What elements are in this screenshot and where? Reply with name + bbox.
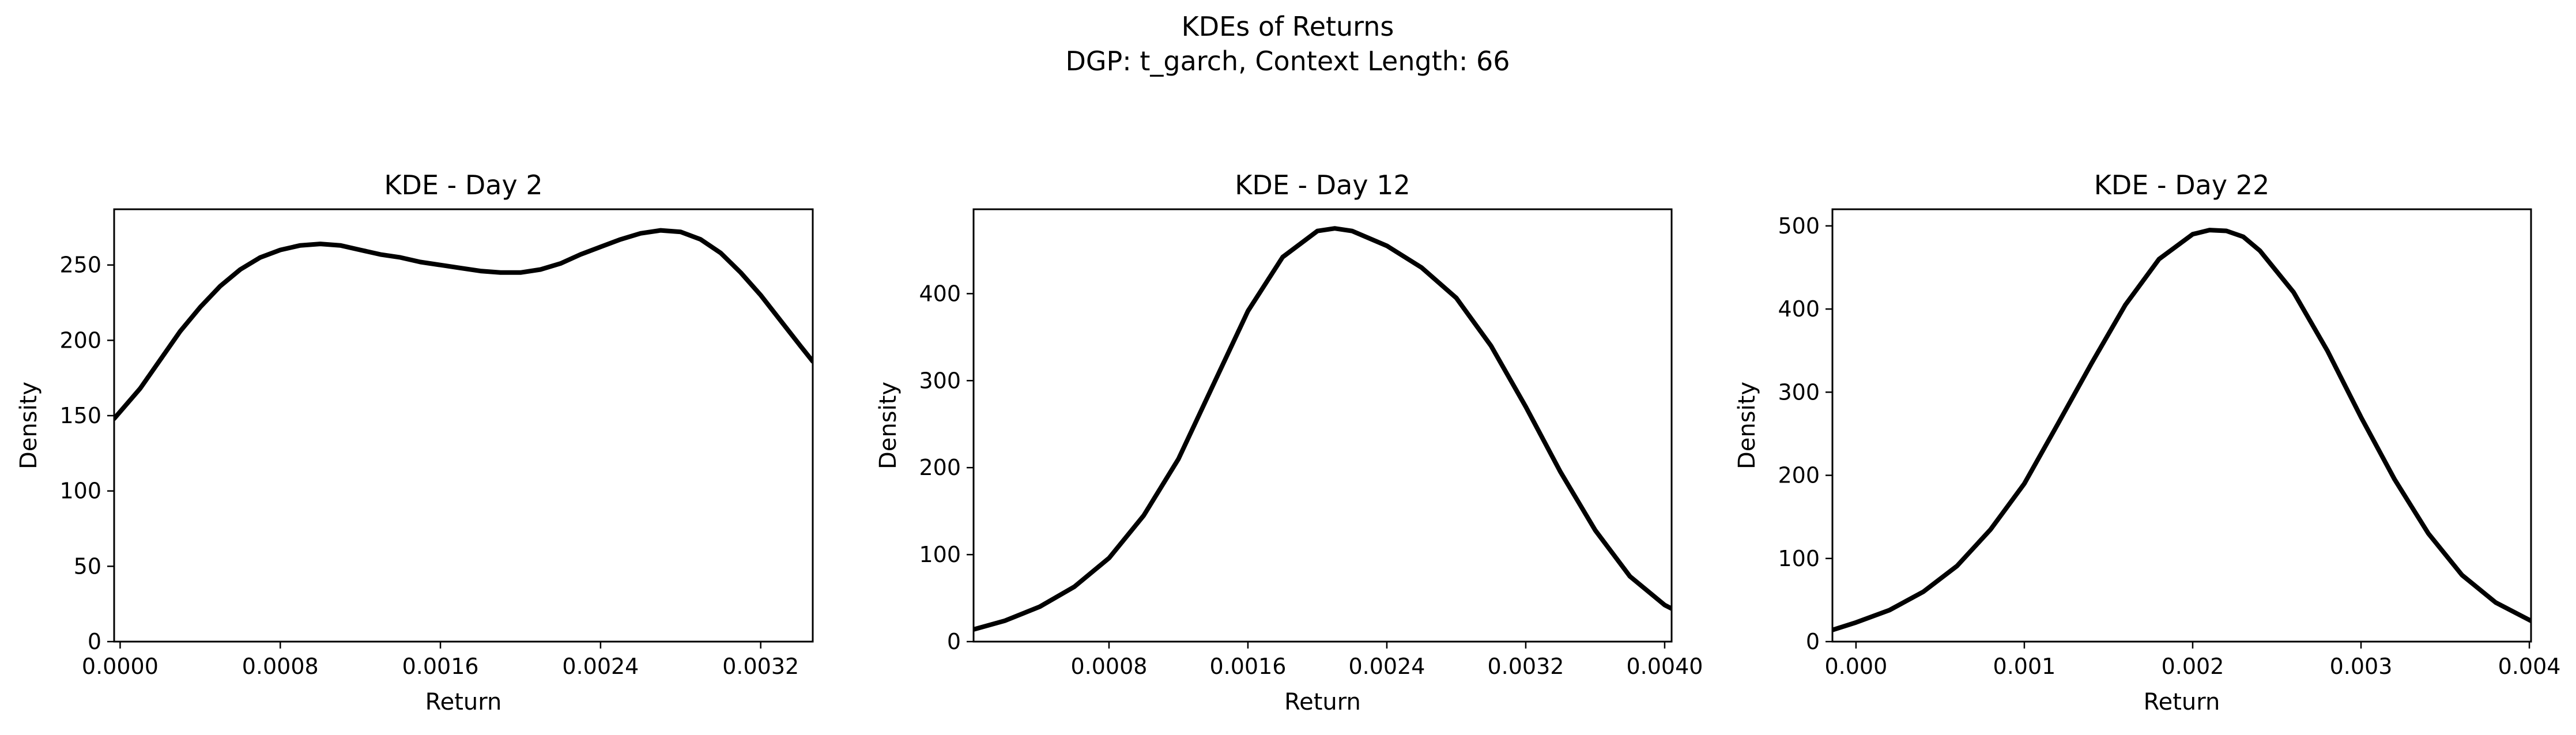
x-tick-label-day-2: 0.0024 (562, 654, 639, 679)
x-tick-label-day-12: 0.0016 (1209, 654, 1286, 679)
subplot-day-2: KDE - Day 2 0.0000 0.0008 0.0016 0.0024 0.003… (16, 169, 814, 715)
y-tick-label-day-12: 200 (919, 455, 961, 480)
y-tick-label-day-12: 100 (919, 542, 961, 567)
y-tick-label-day-12: 0 (947, 629, 961, 654)
kde-line-day-22 (1832, 228, 2531, 632)
x-tick-label-day-12: 0.0032 (1487, 654, 1564, 679)
plot-frame-day-22 (1831, 208, 2532, 643)
figure-title: KDEs of Returns (1182, 11, 1394, 42)
plot-frame-day-12 (972, 208, 1673, 643)
y-tick-label-day-22: 100 (1778, 546, 1820, 571)
x-tick-label-day-2: 0.0032 (722, 654, 799, 679)
subplot-title-day-2: KDE - Day 2 (384, 169, 542, 201)
subplot-title-day-22: KDE - Day 22 (2094, 169, 2269, 201)
y-tick-label-day-2: 250 (59, 252, 101, 278)
x-axis-label-day-2: Return (425, 689, 502, 715)
x-tick-label-day-2: 0.0000 (82, 654, 159, 679)
subplot-day-12: KDE - Day 12 0.0008 0.0016 0.0024 0.0032 0.00… (875, 169, 1703, 715)
plot-frame-day-2 (113, 208, 814, 643)
x-tick-label-day-12: 0.0008 (1070, 654, 1147, 679)
x-tick-label-day-22: 0.000 (1824, 654, 1887, 679)
y-tick-label-day-2: 0 (88, 629, 101, 654)
x-tick-label-day-2: 0.0016 (402, 654, 479, 679)
y-axis-label-day-22: Density (1734, 382, 1760, 469)
y-tick-label-day-2: 100 (59, 478, 101, 504)
y-tick-label-day-22: 500 (1778, 213, 1820, 239)
x-tick-label-day-12: 0.0040 (1626, 654, 1703, 679)
x-tick-label-day-12: 0.0024 (1348, 654, 1425, 679)
y-tick-label-day-2: 200 (59, 327, 101, 353)
figure-subtitle: DGP: t_garch, Context Length: 66 (1065, 46, 1510, 77)
x-tick-label-day-22: 0.004 (2498, 654, 2561, 679)
kde-line-day-12 (974, 226, 1672, 632)
x-tick-label-day-22: 0.001 (1993, 654, 2056, 679)
y-tick-label-day-22: 0 (1806, 629, 1820, 654)
x-tick-label-day-22: 0.002 (2162, 654, 2224, 679)
x-axis-label-day-22: Return (2144, 689, 2220, 715)
y-tick-label-day-12: 300 (919, 368, 961, 393)
x-tick-label-day-22: 0.003 (2330, 654, 2393, 679)
x-axis-label-day-12: Return (1284, 689, 1361, 715)
y-axis-label-day-2: Density (16, 382, 42, 469)
y-tick-label-day-2: 150 (59, 403, 101, 428)
kde-line-day-2 (114, 228, 813, 421)
y-tick-label-day-22: 400 (1778, 296, 1820, 322)
y-tick-label-day-22: 300 (1778, 379, 1820, 405)
y-tick-label-day-2: 50 (74, 553, 101, 579)
subplot-day-22: KDE - Day 22 0.000 0.001 0.002 0.003 0.004 0 10… (1734, 169, 2560, 715)
y-tick-label-day-12: 400 (919, 281, 961, 306)
y-tick-label-day-22: 200 (1778, 463, 1820, 488)
subplot-title-day-12: KDE - Day 12 (1235, 169, 1410, 201)
x-tick-label-day-2: 0.0008 (242, 654, 319, 679)
y-axis-label-day-12: Density (875, 382, 902, 469)
